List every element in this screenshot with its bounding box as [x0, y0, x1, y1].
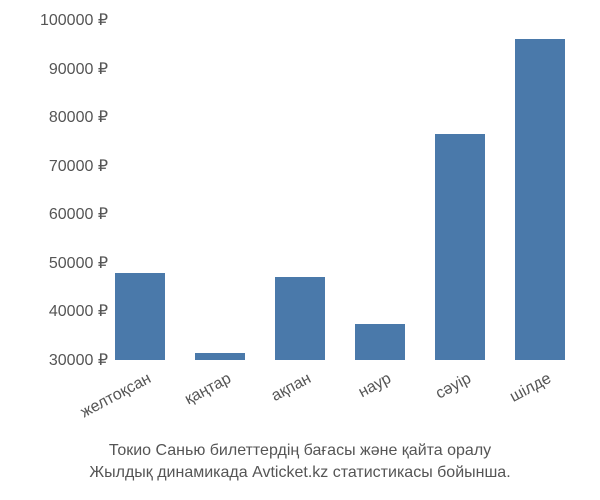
bar: [355, 324, 405, 360]
x-tick-label: сәуір: [433, 370, 474, 403]
x-tick-label: шілде: [507, 370, 554, 407]
bar: [275, 277, 325, 360]
y-tick-label: 90000 ₽: [49, 59, 108, 79]
y-tick-label: 100000 ₽: [40, 10, 108, 30]
chart-caption: Токио Санью билеттердің бағасы және қайт…: [0, 440, 600, 483]
y-tick-label: 70000 ₽: [49, 156, 108, 176]
y-tick-label: 30000 ₽: [49, 350, 108, 370]
bar: [195, 353, 245, 360]
caption-line-1: Токио Санью билеттердің бағасы және қайт…: [109, 442, 491, 459]
caption-line-2: Жылдық динамикада Avticket.kz статистика…: [89, 464, 510, 481]
x-tick-label: желтоқсан: [78, 370, 155, 422]
bar: [115, 273, 165, 360]
bar: [515, 39, 565, 360]
x-tick-label: қаңтар: [182, 370, 234, 409]
x-tick-label: наур: [356, 370, 395, 402]
plot-area: [100, 20, 580, 360]
y-tick-label: 40000 ₽: [49, 301, 108, 321]
x-tick-label: ақпан: [269, 370, 315, 406]
bar: [435, 134, 485, 360]
y-tick-label: 50000 ₽: [49, 253, 108, 273]
bar-chart: [100, 20, 580, 360]
y-tick-label: 80000 ₽: [49, 107, 108, 127]
y-tick-label: 60000 ₽: [49, 204, 108, 224]
